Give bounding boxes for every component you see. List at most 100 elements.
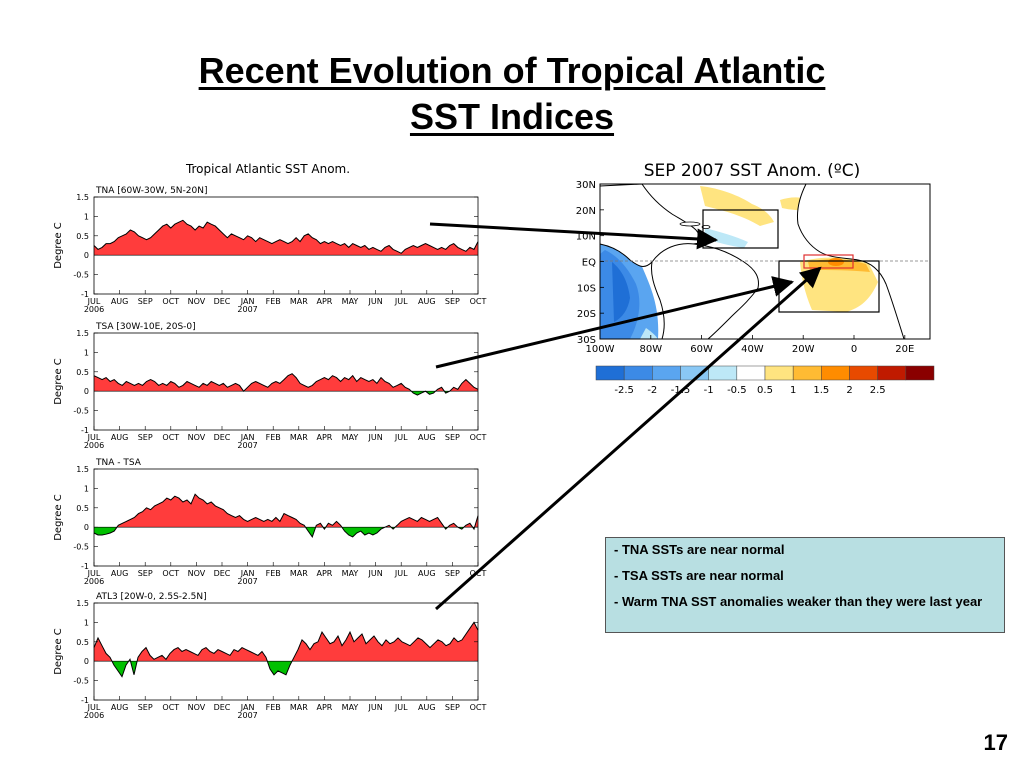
note-item: - TNA SSTs are near normal bbox=[614, 542, 785, 557]
y-tick-label: -1 bbox=[81, 562, 89, 571]
panel-frame bbox=[93, 196, 479, 295]
positive-anomaly-area bbox=[94, 494, 478, 528]
y-tick-label: 1 bbox=[84, 212, 89, 221]
colorbar-label: -1 bbox=[704, 385, 714, 396]
x-tick-label: OCT bbox=[470, 703, 487, 712]
x-tick-label: OCT bbox=[162, 297, 179, 306]
atl3-region-box bbox=[803, 254, 854, 269]
x-tick-label: DEC bbox=[214, 703, 231, 712]
x-tick-label: AUG bbox=[418, 703, 436, 712]
x-tick-label: DEC bbox=[214, 297, 231, 306]
x-tick-label: OCT bbox=[162, 569, 179, 578]
x-tick-label: AUG bbox=[111, 297, 129, 306]
x-tick-label: MAY bbox=[342, 433, 359, 442]
positive-anomaly-area bbox=[94, 373, 478, 392]
negative-anomaly-area bbox=[112, 661, 292, 677]
annotation-arrows bbox=[429, 222, 822, 611]
colorbar-label: 0.5 bbox=[757, 385, 773, 396]
x-tick-label: MAR bbox=[290, 569, 308, 578]
series-line bbox=[93, 621, 479, 678]
colorbar-label: -2.5 bbox=[614, 385, 634, 396]
x-tick-label: JUL bbox=[394, 569, 408, 578]
colorbar-swatch bbox=[736, 365, 766, 381]
colorbar-swatch bbox=[708, 365, 738, 381]
y-tick-label: 0 bbox=[84, 387, 89, 396]
lon-label: 20E bbox=[895, 344, 914, 355]
sst-anomaly-map: SEP 2007 SST Anom. (ºC) bbox=[576, 161, 935, 396]
panel-frame bbox=[93, 332, 479, 431]
y-tick-label: -1 bbox=[81, 290, 89, 299]
series-line bbox=[93, 219, 479, 254]
x-tick-label: MAY bbox=[342, 297, 359, 306]
x-tick-label: AUG bbox=[111, 703, 129, 712]
x-tick-label: MAY bbox=[342, 569, 359, 578]
y-tick-label: 1 bbox=[84, 618, 89, 627]
lon-label: 100W bbox=[586, 344, 615, 355]
y-tick-label: -0.5 bbox=[73, 271, 89, 280]
x-tick-label: AUG bbox=[418, 569, 436, 578]
y-tick-label: 0.5 bbox=[76, 368, 89, 377]
slide-title: Recent Evolution of Tropical Atlantic SS… bbox=[0, 48, 1024, 140]
lon-label: 20W bbox=[792, 344, 815, 355]
lon-label: 60W bbox=[690, 344, 713, 355]
x-tick-label: APR bbox=[316, 433, 332, 442]
x-tick-label: AUG bbox=[111, 569, 129, 578]
map-title: SEP 2007 SST Anom. (ºC) bbox=[644, 161, 861, 181]
caribbean-islands bbox=[679, 221, 711, 229]
y-tick-label: 1.5 bbox=[76, 599, 89, 608]
colorbar-swatch bbox=[652, 365, 681, 381]
x-tick-label: FEB bbox=[266, 297, 281, 306]
colorbar-swatch bbox=[877, 365, 907, 381]
x-tick-label: JUL bbox=[394, 297, 408, 306]
x-tick-label: JAN bbox=[240, 703, 255, 712]
colorbar-label: 1 bbox=[790, 385, 796, 396]
x-tick-year-label: 2007 bbox=[237, 441, 257, 450]
x-tick-label: SEP bbox=[445, 569, 460, 578]
y-tick-label: 0 bbox=[84, 657, 89, 666]
y-axis-label: Degree C bbox=[53, 222, 64, 269]
x-tick-label: APR bbox=[316, 297, 332, 306]
x-tick-year-label: 2007 bbox=[237, 711, 257, 720]
y-tick-label: 0 bbox=[84, 251, 89, 260]
x-tick-label: SEP bbox=[138, 569, 153, 578]
x-tick-year-label: 2006 bbox=[84, 441, 104, 450]
x-tick-label: NOV bbox=[188, 703, 206, 712]
x-tick-label: JUL bbox=[87, 297, 101, 306]
lat-label: 20N bbox=[576, 206, 596, 217]
x-tick-label: OCT bbox=[162, 433, 179, 442]
x-tick-label: DEC bbox=[214, 569, 231, 578]
y-tick-label: 0 bbox=[84, 523, 89, 532]
colorbar-label: -2 bbox=[647, 385, 657, 396]
x-tick-label: MAR bbox=[290, 297, 308, 306]
panel-label: ATL3 [20W-0, 2.5S-2.5N] bbox=[96, 592, 207, 602]
x-tick-label: JUN bbox=[367, 433, 382, 442]
y-tick-label: 1 bbox=[84, 484, 89, 493]
colorbar-swatch bbox=[792, 365, 822, 381]
x-tick-label: OCT bbox=[162, 703, 179, 712]
panel-frame bbox=[93, 468, 479, 567]
colorbar-swatch bbox=[623, 365, 653, 381]
x-tick-label: FEB bbox=[266, 703, 281, 712]
x-tick-label: SEP bbox=[138, 297, 153, 306]
colorbar-swatch bbox=[821, 365, 850, 381]
colorbar-label: 2 bbox=[846, 385, 852, 396]
title-line-1: Recent Evolution of Tropical Atlantic bbox=[198, 50, 826, 91]
x-tick-label: MAR bbox=[290, 703, 308, 712]
x-tick-label: MAR bbox=[290, 433, 308, 442]
x-tick-label: JUL bbox=[87, 703, 101, 712]
x-tick-label: FEB bbox=[266, 433, 281, 442]
y-tick-label: -1 bbox=[81, 426, 89, 435]
x-tick-label: SEP bbox=[138, 703, 153, 712]
positive-anomaly-area bbox=[94, 220, 478, 256]
notes-box: - TNA SSTs are near normal - TSA SSTs ar… bbox=[605, 537, 1005, 633]
x-tick-label: JUL bbox=[394, 703, 408, 712]
y-tick-label: 0.5 bbox=[76, 638, 89, 647]
colorbar-swatch bbox=[595, 365, 625, 381]
lat-label: EQ bbox=[582, 258, 596, 269]
x-tick-label: SEP bbox=[445, 297, 460, 306]
